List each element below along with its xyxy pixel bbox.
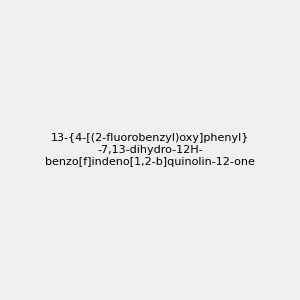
Text: 13-{4-[(2-fluorobenzyl)oxy]phenyl}
-7,13-dihydro-12H-
benzo[f]indeno[1,2-b]quino: 13-{4-[(2-fluorobenzyl)oxy]phenyl} -7,13… — [45, 134, 255, 166]
